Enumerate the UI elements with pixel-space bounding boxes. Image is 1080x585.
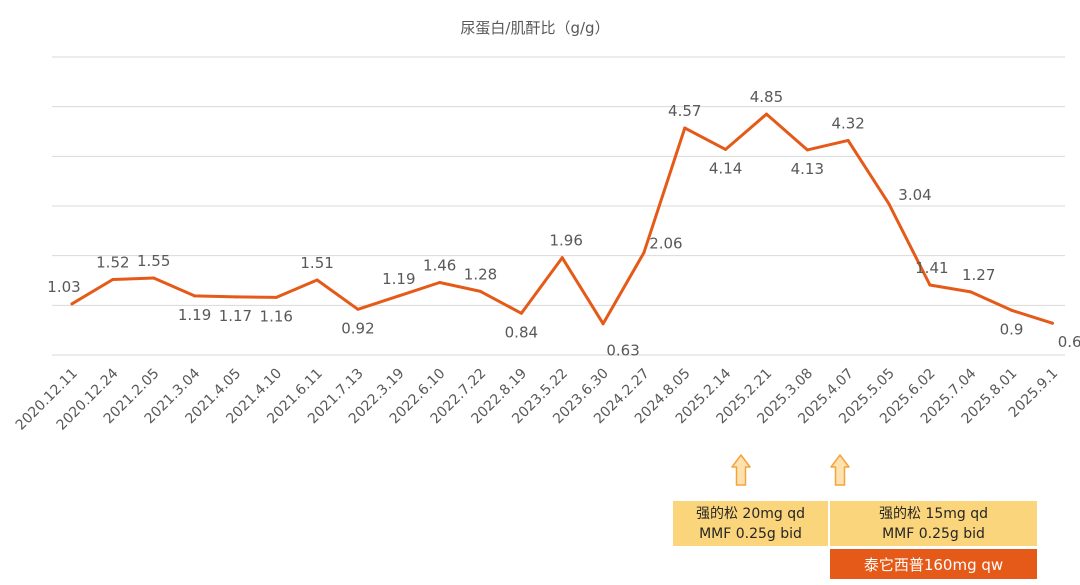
treatment-box-1-line2: MMF 0.25g bid	[699, 525, 802, 542]
data-label: 3.04	[898, 186, 931, 204]
treatment-box-1-line1: 强的松 20mg qd	[695, 505, 805, 522]
data-point	[438, 280, 442, 284]
data-point	[315, 278, 319, 282]
data-label: 1.16	[260, 307, 293, 325]
data-label: 0.9	[1000, 320, 1024, 338]
data-label: 1.19	[178, 306, 211, 324]
data-label: 1.27	[962, 266, 995, 284]
data-point	[969, 290, 973, 294]
treatment-box-2-line2: MMF 0.25g bid	[882, 525, 985, 542]
data-label: 1.96	[549, 232, 582, 250]
data-label: 1.19	[382, 270, 415, 288]
data-label: 1.51	[300, 254, 333, 272]
data-point	[152, 276, 156, 280]
data-label: 1.46	[423, 256, 456, 274]
data-label: 4.32	[831, 114, 864, 132]
data-point	[560, 256, 564, 260]
data-label: 4.57	[668, 102, 701, 120]
x-axis-tick-labels: 2020.12.112020.12.242021.2.052021.3.0420…	[13, 365, 1061, 433]
chart-title: 尿蛋白/肌酐比（g/g）	[460, 19, 609, 37]
data-point	[601, 322, 605, 326]
data-label: 0.92	[341, 319, 374, 337]
data-label: 2.06	[649, 235, 682, 253]
data-point	[233, 295, 237, 299]
data-point	[274, 295, 278, 299]
up-arrow-icon	[731, 454, 751, 486]
data-point	[519, 311, 523, 315]
data-point	[111, 278, 115, 282]
data-point	[642, 251, 646, 255]
data-label: 1.55	[137, 252, 170, 270]
data-label: 4.14	[709, 159, 742, 177]
data-point	[805, 148, 809, 152]
data-point	[1010, 308, 1014, 312]
treatment-box-2: 强的松 15mg qd MMF 0.25g bid	[830, 501, 1037, 546]
data-point	[928, 283, 932, 287]
data-label: 0.84	[505, 323, 538, 341]
data-label: 4.85	[750, 88, 783, 106]
treatment-arrows	[731, 454, 850, 486]
gridlines	[52, 56, 1065, 356]
data-point	[846, 138, 850, 142]
data-label: 0.64	[1058, 333, 1080, 351]
data-label: 1.28	[464, 265, 497, 283]
data-labels: 1.03 1.52 1.55 1.19 1.17 1.16 1.51 0.92 1.19 1.46…	[47, 88, 1080, 360]
data-label: 1.03	[47, 278, 80, 296]
data-point	[70, 302, 74, 306]
treatment-box-1: 强的松 20mg qd MMF 0.25g bid	[673, 501, 828, 546]
treatment-bar-label: 泰它西普160mg qw	[863, 555, 1004, 574]
data-point	[479, 289, 482, 293]
data-point	[724, 147, 728, 151]
series-line-group	[70, 112, 1054, 326]
data-point	[683, 126, 687, 130]
series-line	[70, 112, 1054, 326]
data-point	[397, 294, 401, 298]
data-point	[356, 307, 360, 311]
data-point	[1050, 321, 1054, 325]
data-label: 1.41	[915, 259, 948, 277]
data-label: 1.52	[96, 254, 129, 272]
treatment-box-2-line1: 强的松 15mg qd	[878, 505, 988, 522]
data-point	[764, 112, 768, 116]
data-label: 1.17	[219, 307, 252, 325]
treatment-bar: 泰它西普160mg qw	[830, 549, 1037, 579]
data-point	[193, 294, 197, 298]
data-label: 4.13	[791, 160, 824, 178]
data-point	[887, 202, 891, 206]
up-arrow-icon	[830, 454, 850, 486]
data-label: 0.63	[606, 342, 639, 360]
